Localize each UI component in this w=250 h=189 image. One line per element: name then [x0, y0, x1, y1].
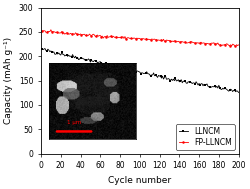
- FP-LLNCM: [94, 35, 97, 38]
- LLNCM: [78, 58, 81, 60]
- FP-LLNCM: [48, 30, 51, 33]
- Line: LLNCM: LLNCM: [41, 47, 240, 94]
- LLNCM: [53, 53, 56, 55]
- FP-LLNCM: [49, 29, 52, 31]
- FP-LLNCM: [228, 44, 231, 47]
- Line: FP-LLNCM: FP-LLNCM: [41, 29, 240, 48]
- Legend: LLNCM, FP-LLNCM: LLNCM, FP-LLNCM: [176, 124, 235, 150]
- LLNCM: [94, 59, 97, 62]
- FP-LLNCM: [40, 30, 43, 32]
- FP-LLNCM: [237, 44, 240, 46]
- X-axis label: Cycle number: Cycle number: [108, 176, 171, 185]
- LLNCM: [237, 91, 240, 94]
- FP-LLNCM: [221, 44, 224, 46]
- LLNCM: [49, 50, 52, 52]
- FP-LLNCM: [78, 34, 81, 36]
- FP-LLNCM: [53, 31, 56, 33]
- LLNCM: [221, 87, 224, 89]
- FP-LLNCM: [234, 45, 237, 48]
- LLNCM: [44, 47, 46, 50]
- LLNCM: [228, 89, 231, 91]
- Y-axis label: Capacity (mAh g⁻¹): Capacity (mAh g⁻¹): [4, 37, 13, 124]
- LLNCM: [40, 48, 43, 50]
